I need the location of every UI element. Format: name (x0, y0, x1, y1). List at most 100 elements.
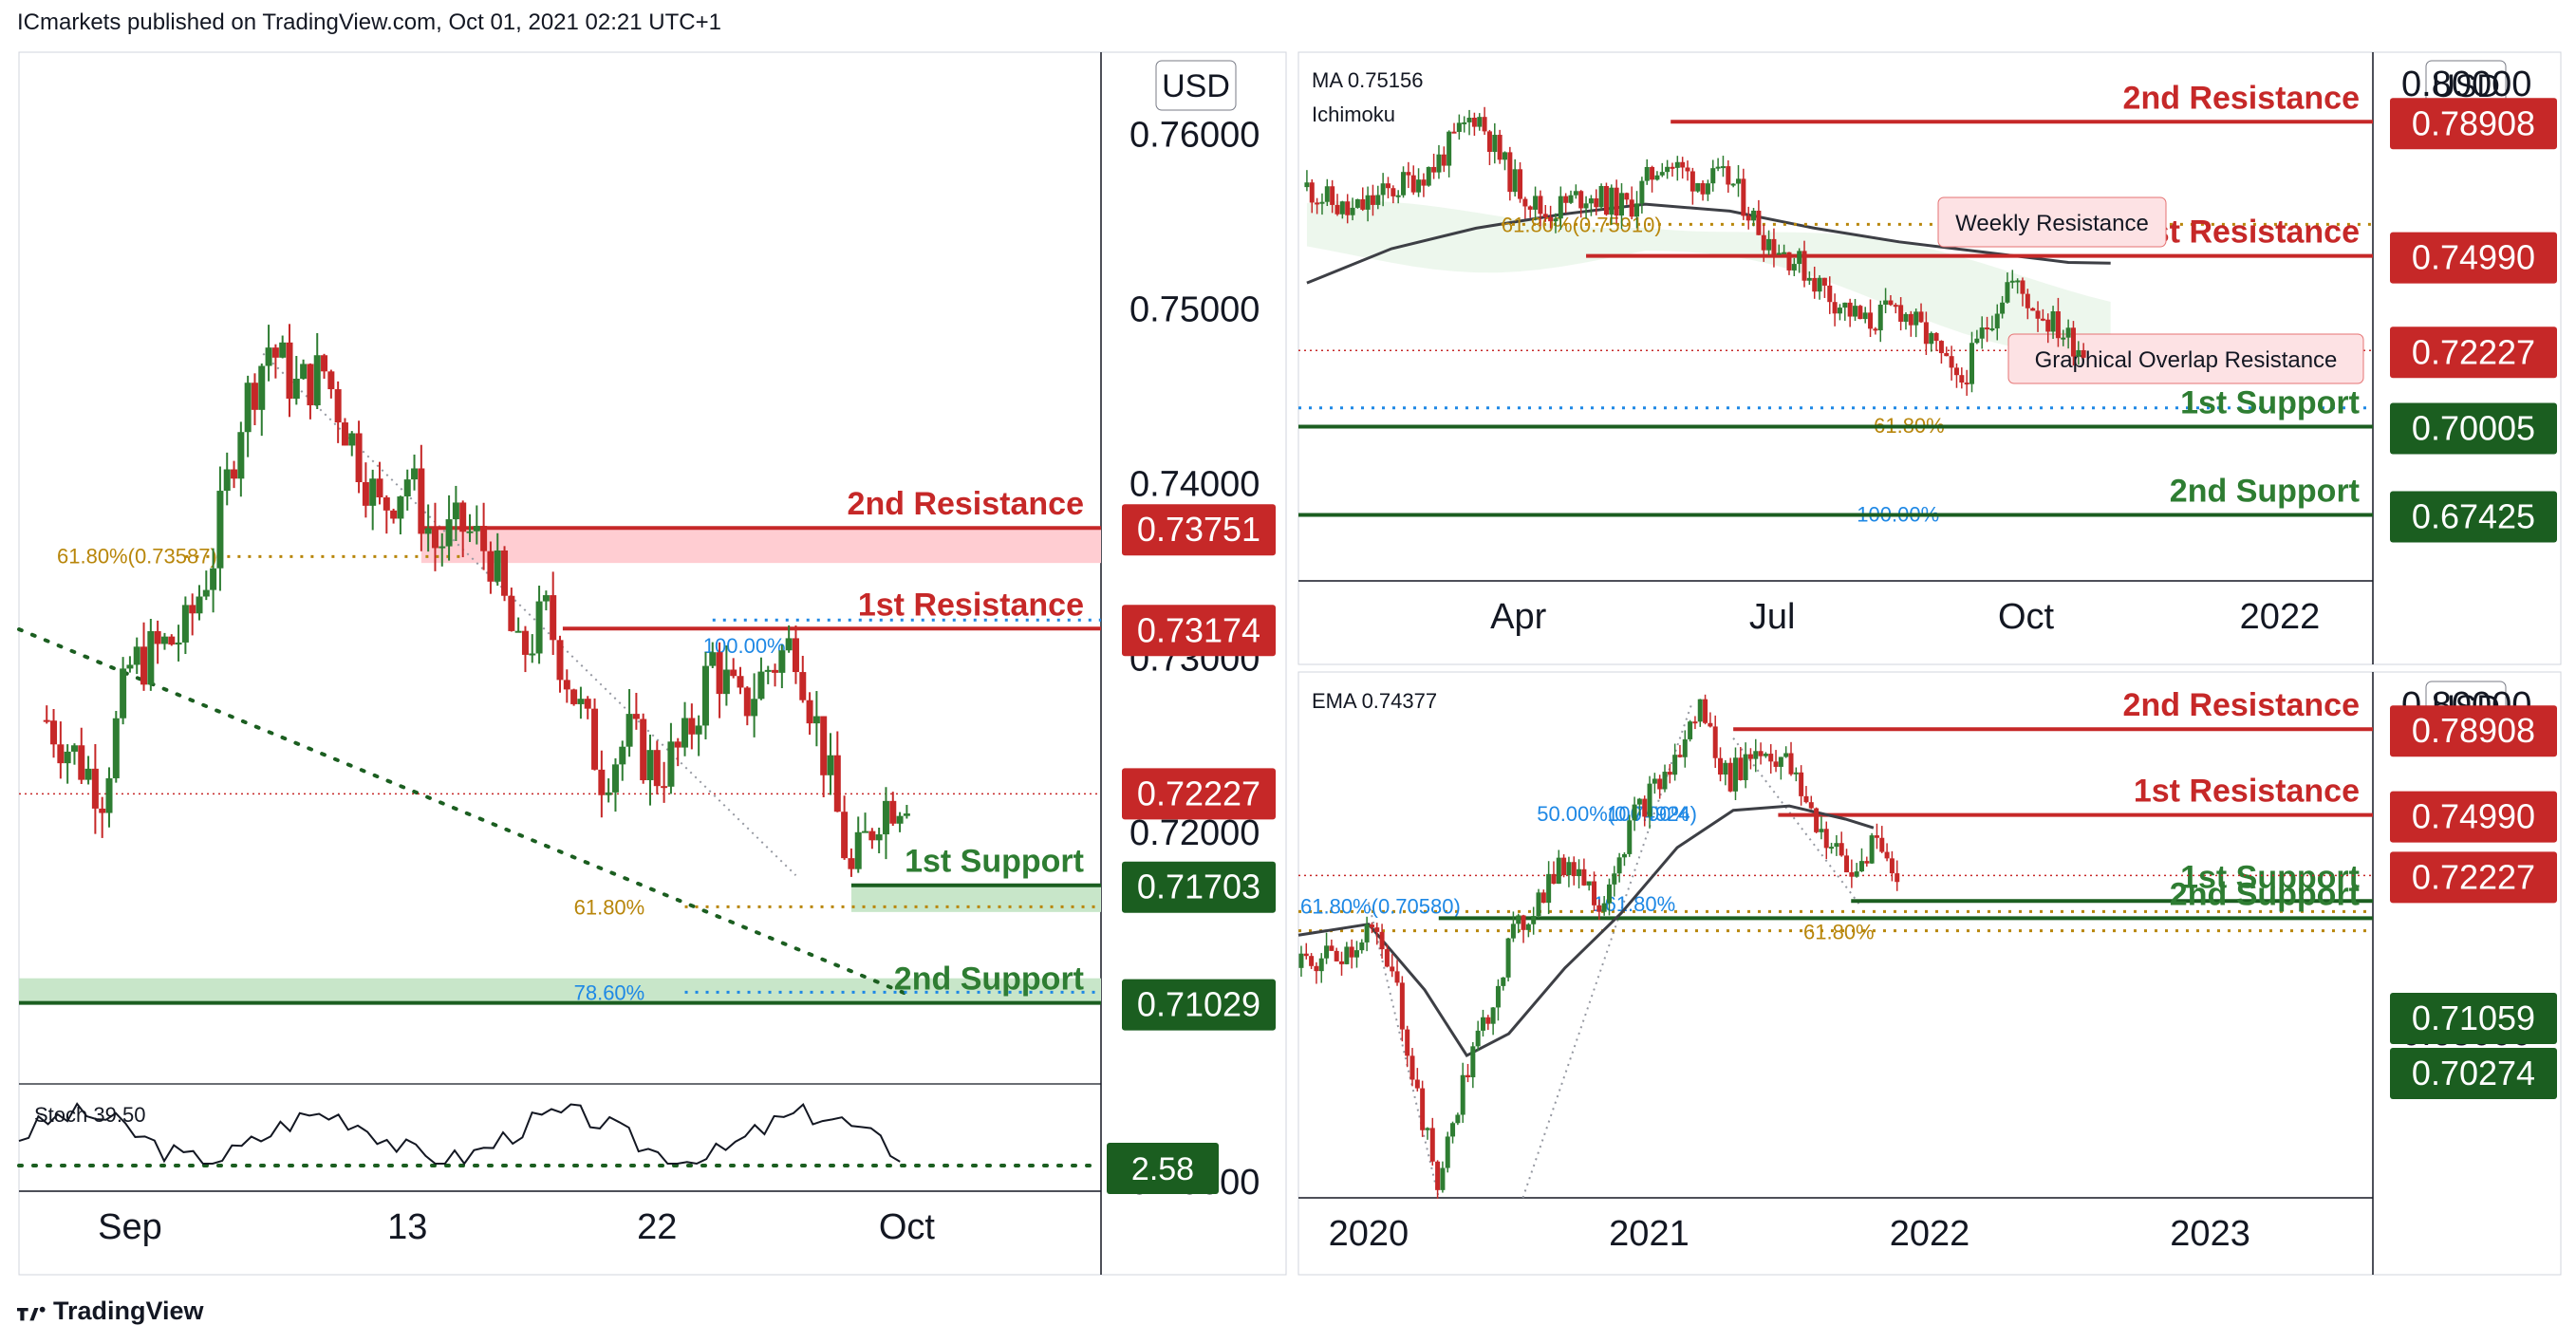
br-candle (1819, 829, 1824, 832)
tr-candle (1705, 183, 1710, 195)
tr-candle (2040, 318, 2045, 321)
br-candle (1334, 950, 1339, 961)
left-candle (271, 347, 279, 358)
tr-candle (1700, 182, 1706, 195)
tr-candle (2061, 337, 2066, 340)
br-candle (1612, 873, 1617, 885)
tr-candle (1944, 353, 1950, 357)
tr-candle (1497, 135, 1503, 160)
tr-candle (1837, 308, 1842, 314)
left-candle (258, 365, 266, 410)
tr-price-tag-1: 0.74990 (2412, 238, 2535, 277)
tr-candle (1482, 117, 1487, 132)
tr-candle (1522, 198, 1528, 207)
tr-candle (1471, 118, 1477, 127)
br-candle (1495, 985, 1501, 1008)
tr-candle (1339, 201, 1345, 215)
left-candle (737, 676, 744, 688)
tr-ichimoku-cloud (1306, 200, 2111, 359)
br-candle (1551, 873, 1557, 885)
left-x-tick-label: Sep (98, 1207, 162, 1247)
tr-candle (1953, 367, 1959, 376)
tr-candle (1817, 277, 1822, 292)
br-candle (1889, 858, 1895, 874)
tr-candle (2050, 311, 2056, 332)
br-candle (1425, 1128, 1430, 1130)
left-candle (473, 526, 480, 532)
left-candle (424, 528, 432, 534)
tr-candle (1877, 304, 1883, 331)
tr-candle (1324, 186, 1330, 202)
br-candle (1718, 757, 1724, 775)
br-candle (1556, 857, 1561, 885)
br-candle (1803, 795, 1809, 803)
left-candle (722, 669, 730, 695)
tr-candle (1436, 154, 1442, 173)
br-candle (1854, 871, 1859, 877)
tr-candle (1741, 178, 1746, 216)
left-stoch-label: Stoch 39.50 (34, 1103, 145, 1127)
br-fib-trend-a (1367, 902, 1440, 1199)
tr-price-tag-2: 0.70005 (2412, 408, 2535, 447)
br-candle (1697, 699, 1703, 722)
left-candle (348, 433, 356, 446)
tr-level-label-3: 2nd Support (2170, 474, 2360, 510)
br-price-tag-2-bg (2390, 993, 2557, 1044)
tr-candle (1365, 195, 1371, 210)
br-candle (1753, 751, 1759, 759)
tr-x-tick-label: 2022 (2240, 597, 2321, 637)
left-candle (591, 708, 599, 770)
tr-candle (2005, 282, 2010, 303)
left-candle (889, 800, 897, 824)
br-candle (1688, 721, 1693, 739)
tr-candle (1319, 201, 1325, 204)
left-candle (321, 355, 328, 372)
tr-candle (1512, 169, 1518, 193)
br-candle (1470, 1046, 1476, 1077)
left-x-tick-label: 22 (637, 1207, 677, 1247)
br-candle (1379, 931, 1385, 950)
left-level-label-3: 2nd Support (894, 961, 1084, 998)
left-price-tag-2: 0.71703 (1137, 868, 1260, 906)
br-candle (1814, 808, 1820, 832)
left-candle (709, 652, 717, 666)
left-candle (501, 550, 509, 596)
tr-candle (1639, 180, 1645, 204)
br-candle (1485, 1017, 1491, 1024)
tr-price-tag-0: 0.78908 (2412, 103, 2535, 142)
left-candle (695, 725, 702, 735)
left-candle (772, 669, 779, 673)
tr-candle (1456, 122, 1462, 132)
left-candle (237, 432, 245, 479)
br-price-tag-2: 0.71059 (2412, 999, 2535, 1037)
tr-candle (1766, 238, 1772, 251)
left-candle (64, 751, 71, 764)
tr-candle (1797, 251, 1802, 265)
br-candle (1895, 873, 1900, 883)
tr-x-tick-label: Apr (1490, 597, 1546, 637)
tr-candle (1659, 172, 1665, 176)
tr-candle (1756, 210, 1762, 235)
tr-x-tick-label: Jul (1749, 597, 1796, 637)
tr-candle (1898, 305, 1904, 322)
publisher-header: ICmarkets published on TradingView.com, … (17, 9, 721, 35)
tr-candle (1853, 306, 1858, 317)
left-candle (327, 371, 335, 390)
br-candle (1394, 971, 1400, 983)
tr-candle (1447, 131, 1452, 166)
left-current-price-tag-bg (1122, 768, 1276, 820)
left-candle (105, 777, 113, 813)
tr-candle (2020, 280, 2025, 294)
left-y-tick-label: 0.76000 (1129, 116, 1260, 156)
tr-candle (1665, 166, 1671, 173)
tr-candle (2015, 280, 2021, 283)
br-candle (1768, 754, 1774, 762)
tr-weekly-resistance-box (1937, 196, 2167, 248)
br-candle (1435, 1161, 1441, 1190)
br-current-price-tag-bg (2390, 851, 2557, 904)
left-candle (244, 383, 252, 433)
tr-candle (1426, 166, 1431, 186)
tr-candle (1745, 215, 1751, 221)
br-candle (1571, 862, 1577, 877)
